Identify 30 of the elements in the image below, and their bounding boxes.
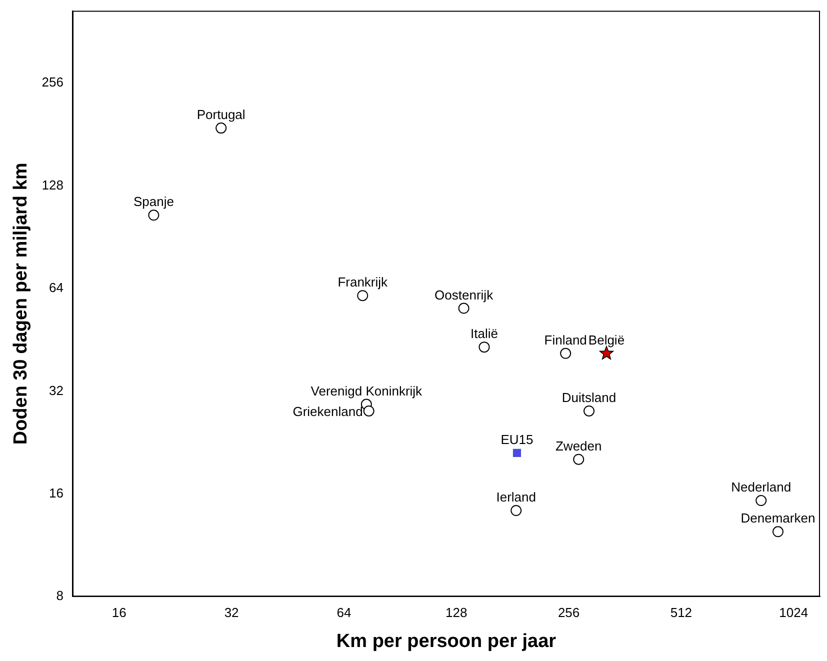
- annotation: Finland: [544, 332, 587, 348]
- x-tick-label: 1024: [779, 604, 808, 620]
- y-tick-label: 64: [49, 280, 64, 296]
- x-tick-label: 32: [224, 604, 239, 620]
- annotation: Italië: [470, 326, 498, 342]
- x-tick-label: 64: [336, 604, 352, 620]
- x-tick-label: 256: [558, 604, 580, 620]
- y-tick-label: 128: [42, 177, 64, 192]
- annotation: Nederland: [731, 480, 792, 495]
- y-tick-label: 32: [49, 382, 64, 398]
- annotation: Griekenland: [292, 404, 363, 419]
- annotation: Portugal: [196, 107, 246, 122]
- y-axis-title: Doden 30 dagen per miljard km: [10, 162, 32, 445]
- x-tick-label: 512: [670, 604, 692, 620]
- x-axis-title: Km per persoon per jaar: [336, 630, 557, 652]
- y-tick-label: 8: [56, 588, 64, 604]
- annotation: Frankrijk: [338, 274, 388, 290]
- annotation: België: [588, 332, 625, 348]
- y-tick-label: 256: [42, 74, 64, 90]
- x-tick-label: 16: [112, 604, 126, 620]
- annotation: Verenigd Koninkrijk: [310, 383, 423, 398]
- x-tick-label: 128: [446, 604, 468, 620]
- annotation: Zweden: [555, 438, 602, 454]
- annotation: Oostenrijk: [434, 287, 494, 302]
- annotation: Spanje: [133, 194, 174, 210]
- annotation: Duitsland: [562, 390, 616, 405]
- annotation: Ierland: [496, 490, 536, 505]
- y-tick-label: 16: [49, 485, 64, 500]
- annotation: EU15: [500, 432, 534, 447]
- annotation: Denemarken: [740, 510, 816, 526]
